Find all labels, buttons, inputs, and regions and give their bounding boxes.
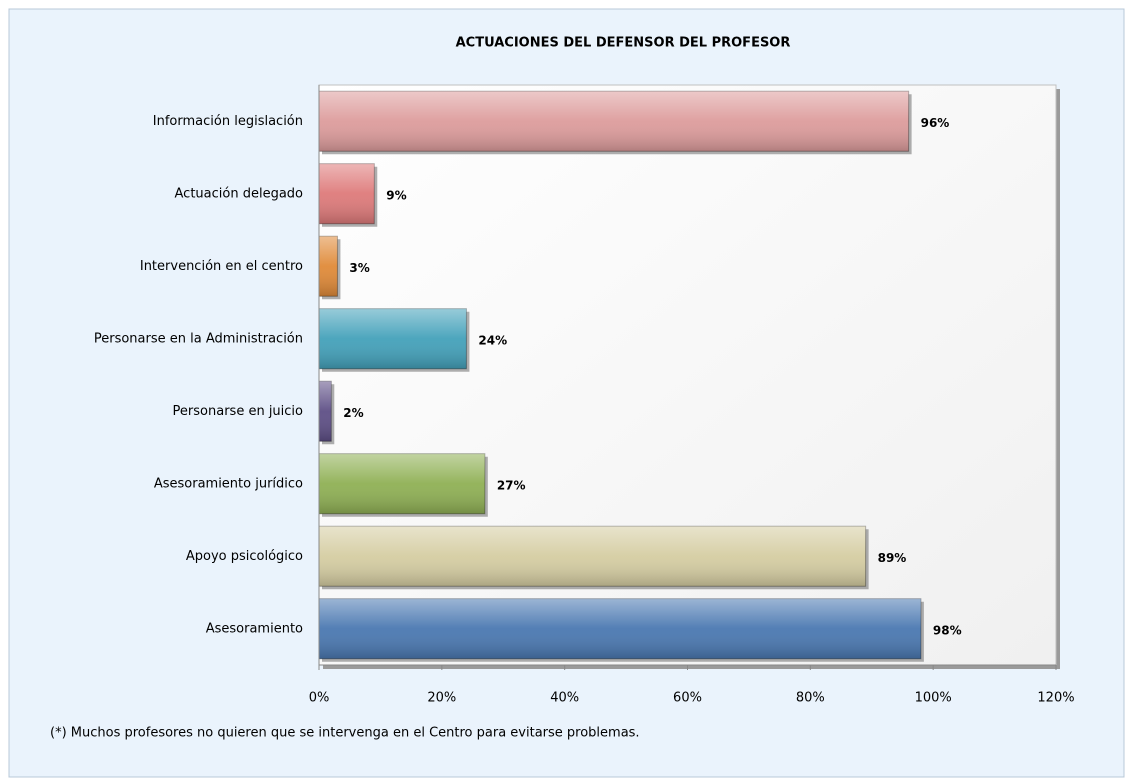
bar-shine <box>319 236 338 297</box>
y-tick-label: Asesoramiento jurídico <box>154 476 303 491</box>
value-label: 2% <box>343 406 363 420</box>
bar-shine <box>319 526 866 587</box>
footnote: (*) Muchos profesores no quieren que se … <box>50 726 640 741</box>
x-tick-label: 80% <box>796 691 825 706</box>
y-tick-label: Apoyo psicológico <box>186 549 303 564</box>
y-tick-label: Información legislación <box>153 114 303 129</box>
x-tick-label: 0% <box>309 691 330 706</box>
value-label: 96% <box>921 116 950 130</box>
value-label: 89% <box>878 551 907 565</box>
value-label: 24% <box>478 333 507 347</box>
x-tick-label: 20% <box>427 691 456 706</box>
x-tick-label: 60% <box>673 691 702 706</box>
bar-shine <box>319 91 909 152</box>
bar-shine <box>319 453 485 514</box>
x-tick-label: 100% <box>915 691 952 706</box>
value-label: 98% <box>933 623 962 637</box>
bar-shine <box>319 598 921 659</box>
value-label: 3% <box>349 261 369 275</box>
y-tick-label: Intervención en el centro <box>140 259 303 274</box>
value-label: 9% <box>386 188 406 202</box>
y-tick-label: Personarse en juicio <box>173 404 303 419</box>
chart-title: ACTUACIONES DEL DEFENSOR DEL PROFESOR <box>456 36 791 51</box>
y-tick-label: Personarse en la Administración <box>94 331 303 346</box>
value-label: 27% <box>497 478 526 492</box>
bar-shine <box>319 163 375 224</box>
bar-shine <box>319 308 467 369</box>
x-tick-label: 40% <box>550 691 579 706</box>
y-tick-label: Actuación delegado <box>175 186 304 201</box>
bar-shine <box>319 381 332 442</box>
x-tick-label: 120% <box>1037 691 1074 706</box>
y-tick-label: Asesoramiento <box>206 621 303 636</box>
